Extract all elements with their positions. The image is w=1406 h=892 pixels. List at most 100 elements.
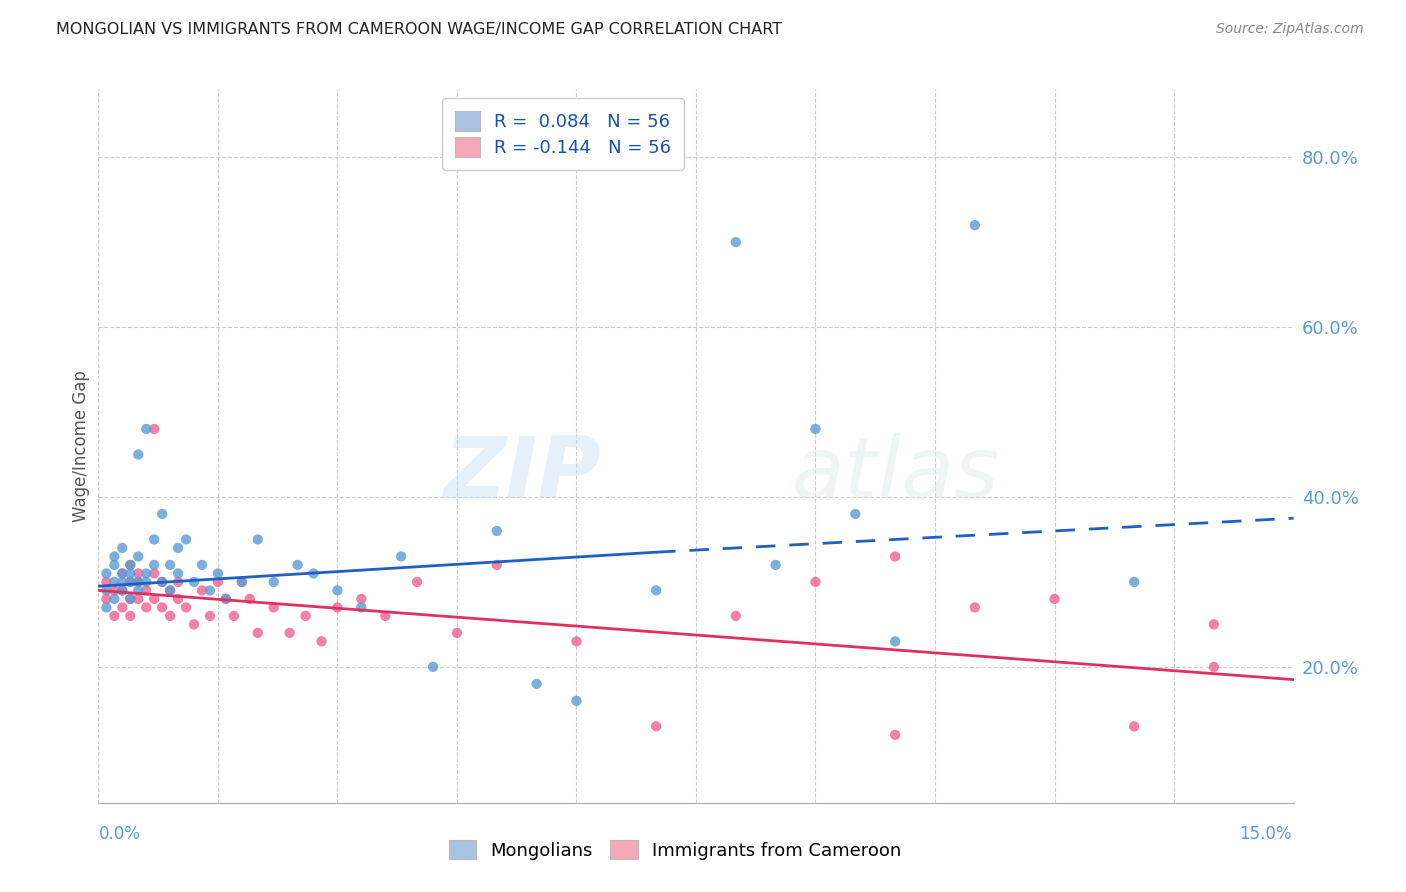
Point <box>135 574 157 589</box>
Point <box>565 694 588 708</box>
Point <box>103 583 125 598</box>
Point <box>127 574 149 589</box>
Point <box>485 558 508 572</box>
Y-axis label: Wage/Income Gap: Wage/Income Gap <box>72 370 90 522</box>
Point <box>302 566 325 581</box>
Point <box>111 583 134 598</box>
Point <box>135 583 157 598</box>
Point <box>326 600 349 615</box>
Point <box>150 600 173 615</box>
Point <box>844 507 866 521</box>
Point <box>294 608 316 623</box>
Point <box>167 591 190 606</box>
Point <box>111 541 134 555</box>
Point <box>167 574 190 589</box>
Point <box>111 566 134 581</box>
Point <box>389 549 412 564</box>
Point <box>96 566 118 581</box>
Point <box>1123 574 1146 589</box>
Point <box>174 533 197 547</box>
Point <box>143 533 166 547</box>
Point <box>120 566 142 581</box>
Point <box>246 626 269 640</box>
Point <box>724 608 747 623</box>
Point <box>150 507 173 521</box>
Point <box>198 583 221 598</box>
Point <box>645 583 668 598</box>
Point <box>1123 719 1146 733</box>
Point <box>191 558 214 572</box>
Point <box>167 541 190 555</box>
Point <box>143 422 166 436</box>
Point <box>103 574 125 589</box>
Point <box>263 600 285 615</box>
Text: 0.0%: 0.0% <box>98 825 141 843</box>
Point <box>96 600 118 615</box>
Point <box>804 574 827 589</box>
Legend: Mongolians, Immigrants from Cameroon: Mongolians, Immigrants from Cameroon <box>441 832 908 867</box>
Point <box>96 574 118 589</box>
Point <box>111 574 134 589</box>
Point <box>446 626 468 640</box>
Point <box>120 558 142 572</box>
Point <box>127 574 149 589</box>
Point <box>422 660 444 674</box>
Point <box>96 583 118 598</box>
Point <box>111 600 134 615</box>
Point <box>174 600 197 615</box>
Point <box>565 634 588 648</box>
Point <box>406 574 429 589</box>
Point <box>215 591 238 606</box>
Point <box>246 533 269 547</box>
Point <box>103 549 125 564</box>
Point <box>1043 591 1066 606</box>
Point <box>963 600 986 615</box>
Point <box>884 728 907 742</box>
Point <box>311 634 333 648</box>
Point <box>350 600 373 615</box>
Point <box>231 574 253 589</box>
Point <box>120 558 142 572</box>
Point <box>239 591 262 606</box>
Point <box>135 566 157 581</box>
Point <box>127 549 149 564</box>
Point <box>120 608 142 623</box>
Point <box>263 574 285 589</box>
Text: MONGOLIAN VS IMMIGRANTS FROM CAMEROON WAGE/INCOME GAP CORRELATION CHART: MONGOLIAN VS IMMIGRANTS FROM CAMEROON WA… <box>56 22 782 37</box>
Point <box>222 608 245 623</box>
Point <box>1202 617 1225 632</box>
Point <box>215 591 238 606</box>
Text: ZIP: ZIP <box>443 433 600 516</box>
Point <box>103 608 125 623</box>
Text: Source: ZipAtlas.com: Source: ZipAtlas.com <box>1216 22 1364 37</box>
Point <box>207 566 229 581</box>
Point <box>120 591 142 606</box>
Point <box>183 574 205 589</box>
Point <box>159 583 181 598</box>
Point <box>159 558 181 572</box>
Point <box>120 574 142 589</box>
Point <box>159 608 181 623</box>
Point <box>150 574 173 589</box>
Point <box>350 591 373 606</box>
Point <box>287 558 309 572</box>
Point <box>724 235 747 249</box>
Point <box>374 608 396 623</box>
Point <box>135 422 157 436</box>
Point <box>143 558 166 572</box>
Point <box>207 574 229 589</box>
Point <box>150 574 173 589</box>
Point <box>120 574 142 589</box>
Point <box>645 719 668 733</box>
Point <box>159 583 181 598</box>
Point <box>96 591 118 606</box>
Text: 15.0%: 15.0% <box>1240 825 1292 843</box>
Point <box>120 591 142 606</box>
Point <box>278 626 301 640</box>
Point <box>167 566 190 581</box>
Point <box>198 608 221 623</box>
Point <box>111 566 134 581</box>
Point <box>111 583 134 598</box>
Point <box>191 583 214 598</box>
Point <box>526 677 548 691</box>
